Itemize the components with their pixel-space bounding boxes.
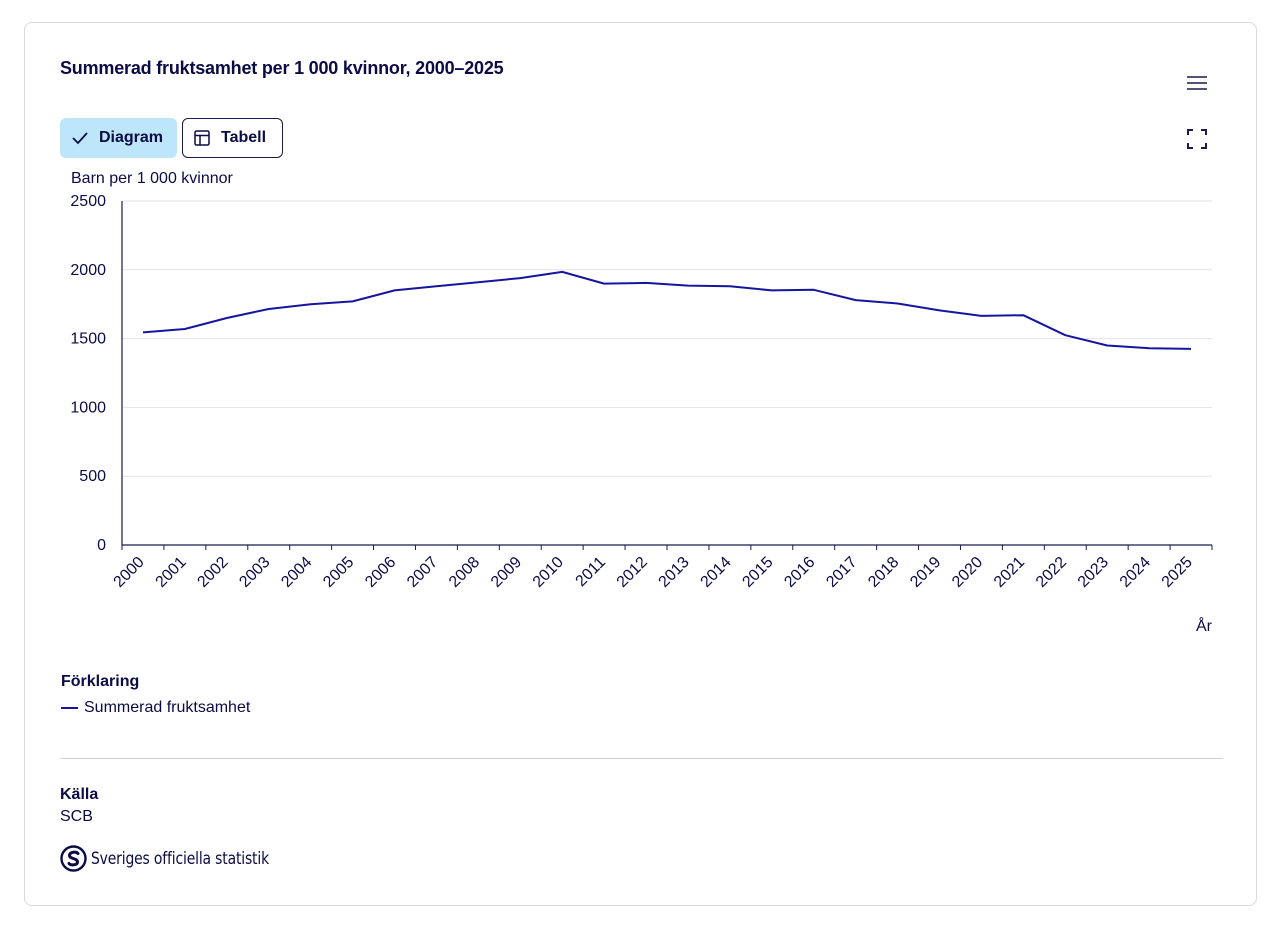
x-tick-label: 2018 xyxy=(865,554,902,591)
data-point-2025 xyxy=(1190,348,1192,350)
data-point-2017 xyxy=(855,299,857,301)
y-tick-label: 0 xyxy=(97,537,106,554)
data-point-2021 xyxy=(1022,314,1024,316)
fullscreen-icon xyxy=(1187,129,1207,149)
table-toggle-button[interactable]: Tabell xyxy=(182,118,283,158)
data-point-2004 xyxy=(310,303,312,305)
x-tick-label: 2024 xyxy=(1117,554,1154,591)
y-tick-label: 1000 xyxy=(70,399,106,416)
data-point-2002 xyxy=(226,317,228,319)
chart-title: Summerad fruktsamhet per 1 000 kvinnor, … xyxy=(60,58,504,78)
data-point-2012 xyxy=(645,282,647,284)
check-icon xyxy=(72,132,88,145)
data-point-2005 xyxy=(352,300,354,302)
diagram-toggle-button[interactable]: Diagram xyxy=(60,118,177,158)
data-point-2007 xyxy=(435,285,437,287)
y-tick-label: 500 xyxy=(79,468,106,485)
data-point-2013 xyxy=(687,285,689,287)
x-tick-label: 2013 xyxy=(656,554,693,591)
diagram-toggle-label: Diagram xyxy=(99,129,164,146)
fullscreen-button[interactable] xyxy=(1183,125,1211,153)
x-tick-label: 2010 xyxy=(530,554,567,591)
data-point-2020 xyxy=(980,315,982,317)
data-point-2011 xyxy=(603,283,605,285)
legend-item-label: Summerad fruktsamhet xyxy=(84,699,251,716)
table-icon xyxy=(194,130,210,146)
axes xyxy=(121,201,1213,550)
data-point-2019 xyxy=(939,309,941,311)
grid-lines xyxy=(122,200,1212,477)
data-point-2010 xyxy=(561,271,563,273)
table-toggle-label: Tabell xyxy=(221,129,267,146)
x-tick-label: 2002 xyxy=(194,554,231,591)
x-tick-label: 2023 xyxy=(1075,554,1112,591)
x-tick-label: 2021 xyxy=(991,554,1028,591)
x-tick-label: 2005 xyxy=(320,554,357,591)
data-point-2016 xyxy=(813,289,815,291)
data-point-2022 xyxy=(1064,334,1066,336)
x-tick-label: 2003 xyxy=(236,554,273,591)
x-tick-label: 2012 xyxy=(614,554,651,591)
x-tick-label: 2001 xyxy=(153,554,190,591)
x-tick-label: 2020 xyxy=(949,554,986,591)
x-tick-label: 2011 xyxy=(573,554,609,590)
data-point-2023 xyxy=(1106,344,1108,346)
x-tick-label: 2015 xyxy=(739,554,776,591)
legend-line-swatch xyxy=(61,707,78,709)
data-point-2009 xyxy=(519,277,521,279)
x-tick-label: 2019 xyxy=(907,554,944,591)
series xyxy=(142,270,1192,350)
chart-menu-button[interactable] xyxy=(1183,70,1211,98)
data-point-2000 xyxy=(142,331,144,333)
y-tick-label: 2000 xyxy=(70,262,106,279)
x-tick-label: 2022 xyxy=(1033,554,1070,591)
source-value: SCB xyxy=(60,808,93,825)
x-tick-label: 2007 xyxy=(404,554,441,591)
x-tick-label: 2025 xyxy=(1159,554,1196,591)
y-axis-label: Barn per 1 000 kvinnor xyxy=(71,170,233,187)
y-tick-label: 2500 xyxy=(70,193,106,210)
data-point-2018 xyxy=(897,303,899,305)
legend-item: Summerad fruktsamhet xyxy=(61,699,250,717)
x-tick-label: 2009 xyxy=(488,554,525,591)
x-tick-label: 2014 xyxy=(698,554,735,591)
x-axis-label: År xyxy=(1196,616,1213,635)
data-point-2015 xyxy=(771,289,773,291)
sos-logo-text: Sveriges officiella statistik xyxy=(91,848,269,869)
data-point-2006 xyxy=(394,289,396,291)
y-tick-label: 1500 xyxy=(70,331,106,348)
data-point-2001 xyxy=(184,328,186,330)
data-point-2003 xyxy=(268,308,270,310)
source-heading: Källa xyxy=(60,786,99,803)
sos-logo: Sveriges officiella statistik xyxy=(60,845,308,872)
x-tick-label: 2004 xyxy=(278,554,315,591)
legend-heading: Förklaring xyxy=(61,673,140,690)
x-tick-label: 2016 xyxy=(781,554,818,591)
sos-emblem-icon xyxy=(60,845,87,872)
hamburger-menu-icon xyxy=(1187,76,1207,90)
divider xyxy=(60,758,1223,759)
x-tick-label: 2017 xyxy=(823,554,860,591)
x-tick-label: 2006 xyxy=(362,554,399,591)
series-line-0 xyxy=(142,270,1192,350)
x-tick-label: 2000 xyxy=(111,554,148,591)
x-tick-label: 2008 xyxy=(446,554,483,591)
data-point-2024 xyxy=(1148,347,1150,349)
data-point-2008 xyxy=(477,281,479,283)
data-point-2014 xyxy=(729,285,731,287)
